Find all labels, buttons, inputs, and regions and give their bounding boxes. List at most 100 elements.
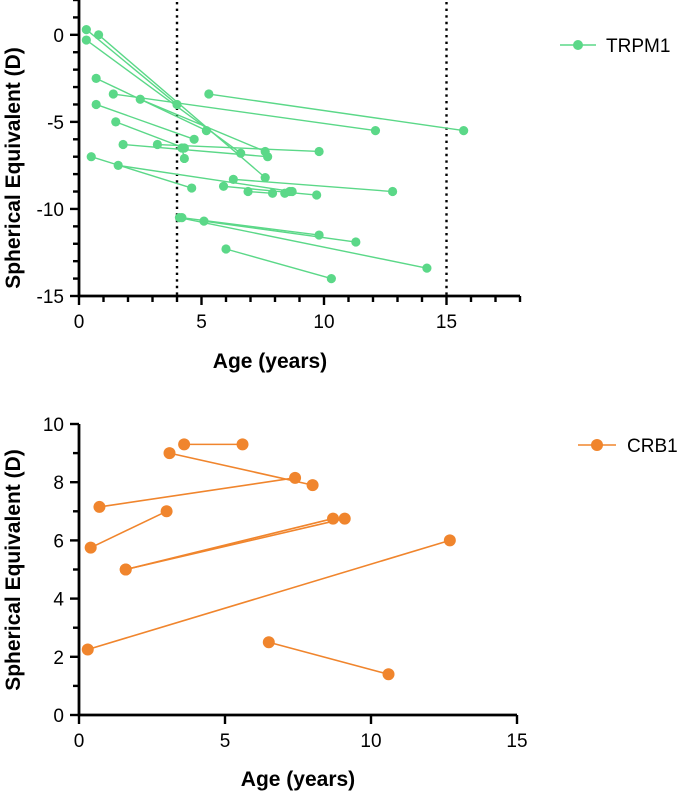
trpm1-point-11-second [177, 143, 187, 153]
trpm1-point-12-second [187, 183, 197, 193]
trpm1-point-13-first [113, 160, 123, 171]
crb1-point-1-first [163, 447, 176, 460]
trpm1-point-16-second [267, 188, 278, 198]
trpm1-x-tick-label: 0 [74, 312, 85, 333]
trpm1-point-0-first [81, 25, 91, 35]
trpm1-pair-line-7 [95, 103, 195, 140]
trpm1-pair-line-13 [118, 164, 293, 193]
trpm1-pair-line-6 [208, 93, 464, 132]
trpm1-point-3-second [201, 125, 211, 136]
crb1-pair-line-6 [87, 539, 451, 651]
crb1-axes [77, 424, 517, 717]
trpm1-point-1-second [236, 148, 246, 158]
crb1-point-4-second [327, 512, 340, 525]
trpm1-pair-line-8 [115, 121, 185, 149]
trpm1-point-8-first [111, 117, 121, 127]
trpm1-point-6-second [459, 125, 469, 136]
trpm1-point-19-second [351, 237, 361, 247]
trpm1-axes [77, 0, 520, 298]
crb1-point-7-first [262, 636, 275, 649]
trpm1-point-7-first [91, 99, 101, 110]
crb1-x-tick-label: 5 [220, 731, 231, 752]
crb1-point-3-second [160, 505, 173, 518]
crb1-point-1-second [306, 479, 319, 492]
crb1-point-2-first [93, 500, 106, 513]
crb1-panel: 0 5 10 15 0 2 4 6 8 10 Age (years) Spherical Equi… [2, 415, 678, 791]
trpm1-y-tick-label: -5 [47, 113, 64, 134]
trpm1-point-5-first [135, 94, 145, 104]
trpm1-point-16-first [243, 186, 253, 197]
crb1-x-tick-label: 0 [74, 731, 85, 752]
trpm1-point-2-second [260, 173, 270, 183]
crb1-y-tick-label: 0 [53, 706, 64, 727]
trpm1-plot-marks [81, 25, 469, 284]
crb1-point-3-first [84, 541, 97, 554]
crb1-legend: CRB1 [578, 436, 678, 457]
trpm1-point-21-second [326, 273, 336, 284]
trpm1-point-10-second [263, 152, 273, 162]
crb1-point-2-second [289, 471, 302, 484]
crb1-pair-line-2 [99, 477, 296, 508]
crb1-point-0-second [236, 438, 249, 451]
trpm1-point-11-first [179, 153, 189, 164]
trpm1-point-0-second [172, 99, 182, 110]
crb1-x-tick-label: 15 [506, 731, 527, 752]
trpm1-point-14-first [228, 174, 238, 184]
crb1-pair-line-7 [268, 641, 389, 676]
trpm1-x-tick-label: 15 [436, 312, 457, 333]
trpm1-y-axis-title: Spherical Equivalent (D) [2, 47, 25, 289]
trpm1-point-20-first [174, 213, 185, 223]
crb1-pair-line-5 [125, 517, 345, 571]
trpm1-pair-line-21 [225, 248, 332, 280]
crb1-x-axis-title: Age (years) [241, 768, 355, 791]
trpm1-point-9-second [314, 146, 324, 157]
crb1-pair-line-3 [90, 510, 167, 549]
trpm1-point-18-second [314, 230, 324, 240]
trpm1-point-4-first [108, 89, 118, 99]
crb1-y-tick-label: 2 [53, 648, 64, 669]
trpm1-point-19-first [199, 216, 209, 226]
trpm1-pair-line-20 [179, 216, 428, 269]
trpm1-point-7-second [189, 134, 199, 144]
crb1-y-tick-label: 6 [53, 531, 64, 552]
trpm1-y-tick-label: 0 [53, 26, 64, 47]
crb1-legend-label: CRB1 [627, 436, 678, 457]
crb1-point-5-second [338, 512, 351, 525]
trpm1-pair-line-12 [91, 156, 192, 189]
trpm1-point-2-first [94, 30, 104, 40]
crb1-point-6-first [81, 643, 94, 656]
trpm1-ticks: 0 5 10 15 0 -5 -10 -15 [37, 0, 522, 333]
trpm1-y-tick-label: -15 [37, 287, 64, 308]
crb1-y-axis-title: Spherical Equivalent (D) [2, 449, 25, 691]
trpm1-point-1-first [81, 35, 91, 45]
trpm1-pair-line-19 [203, 220, 356, 243]
crb1-x-tick-label: 10 [360, 731, 381, 752]
crb1-legend-marker [591, 439, 603, 451]
trpm1-point-15-second [312, 190, 322, 200]
crb1-ticks: 0 5 10 15 0 2 4 6 8 10 [43, 415, 528, 752]
trpm1-x-tick-label: 10 [313, 312, 334, 333]
trpm1-point-20-second [422, 263, 432, 273]
trpm1-point-15-first [218, 181, 229, 191]
trpm1-pair-line-5 [139, 98, 266, 153]
crb1-point-7-second [382, 668, 395, 681]
crb1-y-tick-label: 10 [43, 415, 64, 436]
trpm1-point-12-first [86, 152, 96, 162]
trpm1-y-tick-label: -10 [37, 200, 64, 221]
crb1-y-tick-label: 8 [53, 473, 64, 494]
crb1-plot-marks [81, 438, 456, 681]
trpm1-point-14-second [388, 186, 398, 197]
trpm1-point-3-first [91, 73, 101, 83]
trpm1-point-21-first [221, 244, 231, 254]
trpm1-point-10-first [118, 139, 128, 150]
trpm1-reference-lines [175, 2, 448, 296]
trpm1-pair-line-14 [233, 178, 393, 193]
trpm1-x-tick-label: 5 [196, 312, 207, 333]
trpm1-legend-marker [573, 40, 583, 50]
crb1-y-tick-label: 4 [53, 590, 64, 611]
trpm1-point-9-first [152, 139, 162, 150]
trpm1-x-axis-title: Age (years) [213, 350, 327, 373]
trpm1-panel: 0 5 10 15 0 -5 -10 -15 Age (years) Spherical Eq… [2, 0, 670, 373]
